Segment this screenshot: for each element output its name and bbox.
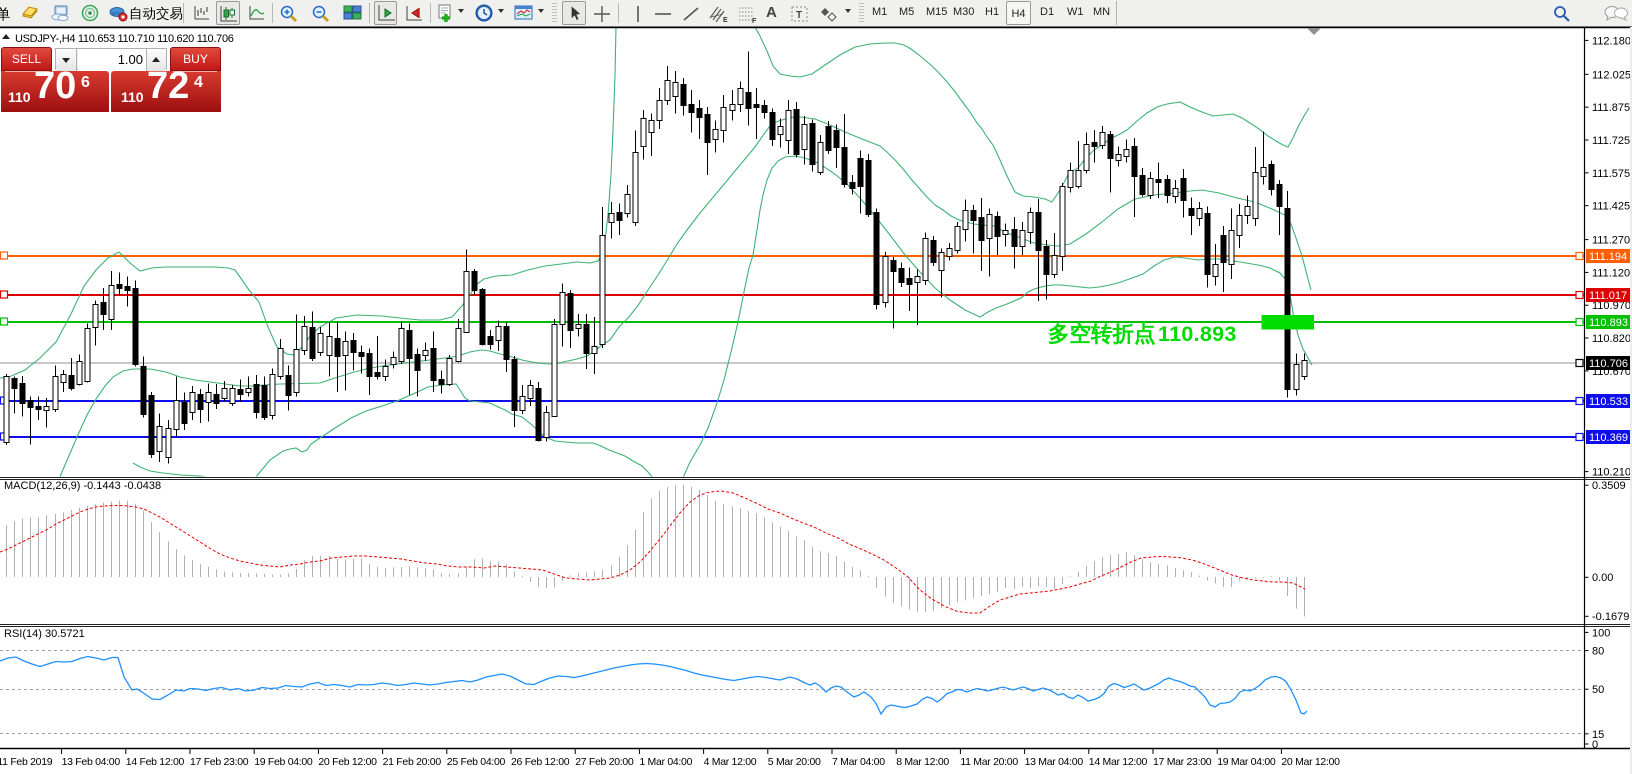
svg-text:T: T bbox=[796, 10, 802, 21]
svg-text:19 Mar 04:00: 19 Mar 04:00 bbox=[1217, 756, 1276, 768]
svg-text:111.120: 111.120 bbox=[1592, 267, 1630, 279]
svg-text:0.00: 0.00 bbox=[1592, 572, 1613, 584]
svg-text:0.3509: 0.3509 bbox=[1592, 480, 1626, 492]
svg-text:11 Feb 2019: 11 Feb 2019 bbox=[0, 756, 53, 768]
svg-text:50: 50 bbox=[1592, 684, 1604, 696]
svg-text:RSI(14) 30.5721: RSI(14) 30.5721 bbox=[4, 628, 85, 640]
svg-text:4 Mar 12:00: 4 Mar 12:00 bbox=[704, 756, 757, 768]
svg-text:13 Mar 04:00: 13 Mar 04:00 bbox=[1025, 756, 1084, 768]
svg-text:111.194: 111.194 bbox=[1589, 251, 1627, 263]
svg-text:15: 15 bbox=[1592, 729, 1604, 741]
svg-text:110.820: 110.820 bbox=[1592, 333, 1631, 345]
svg-text:17 Mar 23:00: 17 Mar 23:00 bbox=[1153, 756, 1212, 768]
svg-text:14 Feb 12:00: 14 Feb 12:00 bbox=[126, 756, 185, 768]
svg-text:11 Mar 20:00: 11 Mar 20:00 bbox=[960, 756, 1018, 768]
svg-text:21 Feb 20:00: 21 Feb 20:00 bbox=[383, 756, 442, 768]
svg-text:14 Mar 12:00: 14 Mar 12:00 bbox=[1089, 756, 1148, 768]
svg-text:1 Mar 04:00: 1 Mar 04:00 bbox=[639, 756, 692, 768]
svg-text:80: 80 bbox=[1592, 646, 1604, 658]
svg-text:F: F bbox=[752, 18, 757, 24]
svg-text:27 Feb 20:00: 27 Feb 20:00 bbox=[575, 756, 634, 768]
svg-text:110.970: 110.970 bbox=[1592, 300, 1631, 312]
svg-text:-0.1679: -0.1679 bbox=[1592, 611, 1629, 623]
svg-text:111.270: 111.270 bbox=[1592, 235, 1630, 247]
svg-text:110.369: 110.369 bbox=[1589, 432, 1628, 444]
svg-text:5 Mar 20:00: 5 Mar 20:00 bbox=[768, 756, 821, 768]
svg-text:20 Feb 12:00: 20 Feb 12:00 bbox=[318, 756, 377, 768]
svg-text:112.025: 112.025 bbox=[1592, 69, 1631, 81]
svg-text:19 Feb 04:00: 19 Feb 04:00 bbox=[254, 756, 313, 768]
svg-text:111.875: 111.875 bbox=[1592, 102, 1630, 114]
svg-text:112.180: 112.180 bbox=[1592, 35, 1631, 47]
svg-text:USDJPY-,H4 110.653 110.710 11: USDJPY-,H4 110.653 110.710 110.620 110.7… bbox=[15, 33, 234, 45]
svg-text:110.706: 110.706 bbox=[1589, 358, 1628, 370]
svg-text:111.425: 111.425 bbox=[1592, 201, 1630, 213]
svg-text:13 Feb 04:00: 13 Feb 04:00 bbox=[62, 756, 121, 768]
svg-text:7 Mar 04:00: 7 Mar 04:00 bbox=[832, 756, 885, 768]
svg-text:26 Feb 12:00: 26 Feb 12:00 bbox=[511, 756, 570, 768]
svg-text:0: 0 bbox=[1592, 739, 1598, 751]
svg-text:110.893: 110.893 bbox=[1158, 322, 1237, 346]
svg-text:E: E bbox=[723, 17, 728, 24]
svg-text:8 Mar 12:00: 8 Mar 12:00 bbox=[896, 756, 949, 768]
svg-text:111.017: 111.017 bbox=[1589, 290, 1627, 302]
svg-text:111.725: 111.725 bbox=[1592, 135, 1630, 147]
svg-text:17 Feb 23:00: 17 Feb 23:00 bbox=[190, 756, 249, 768]
svg-text:MACD(12,26,9) -0.1443 -0.0438: MACD(12,26,9) -0.1443 -0.0438 bbox=[4, 480, 161, 492]
svg-text:25 Feb 04:00: 25 Feb 04:00 bbox=[447, 756, 506, 768]
svg-text:100: 100 bbox=[1592, 627, 1610, 639]
svg-text:20 Mar 12:00: 20 Mar 12:00 bbox=[1281, 756, 1340, 768]
svg-text:110.210: 110.210 bbox=[1592, 467, 1631, 479]
svg-text:110.893: 110.893 bbox=[1589, 317, 1628, 329]
svg-text:110.533: 110.533 bbox=[1589, 396, 1628, 408]
svg-text:111.575: 111.575 bbox=[1592, 168, 1630, 180]
